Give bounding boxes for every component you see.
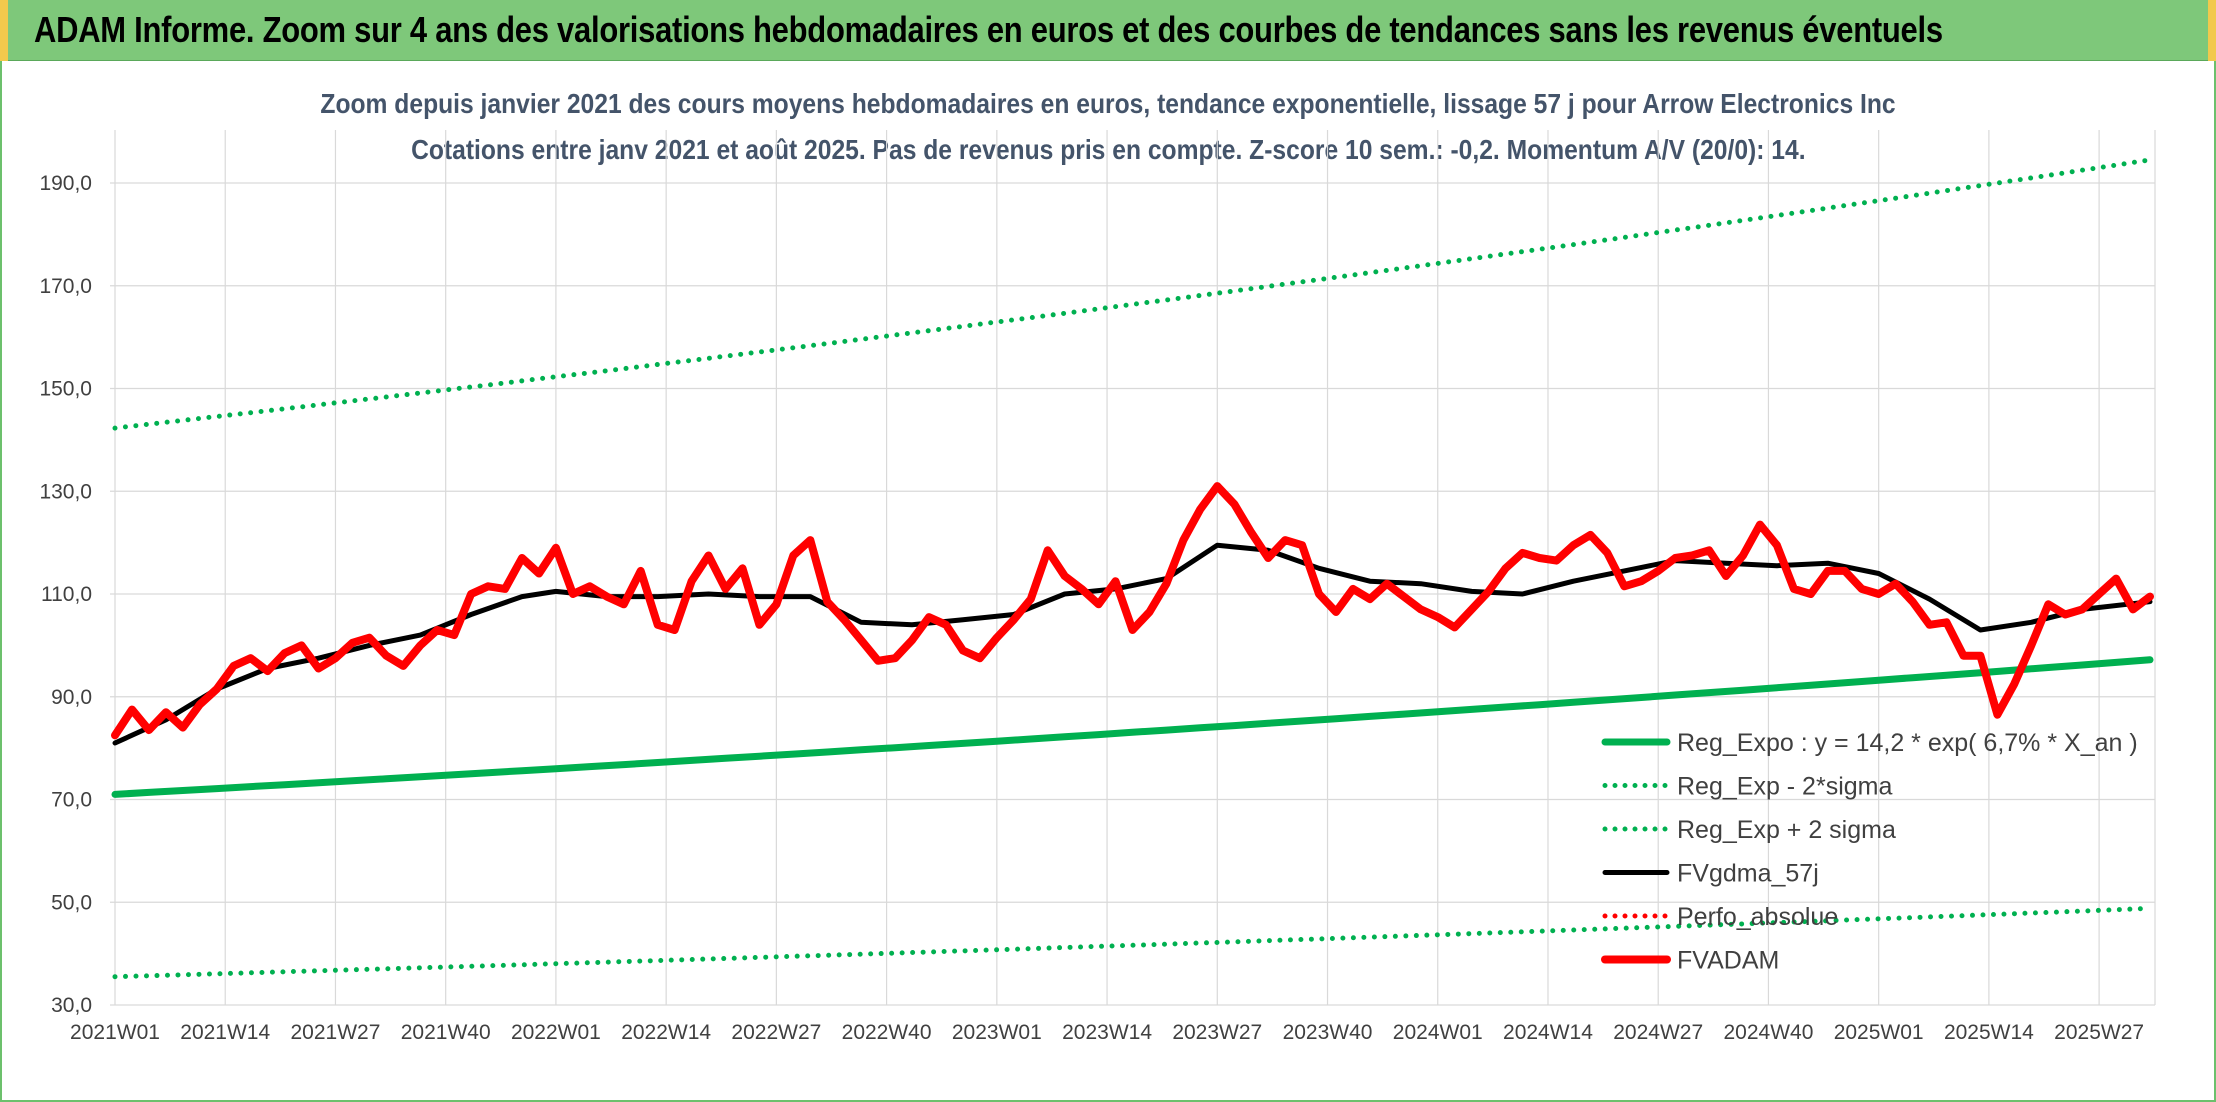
chart-subtitle-text: Cotations entre janv 2021 et août 2025. … (410, 134, 1806, 165)
x-tick-label: 2024W14 (1503, 1021, 1593, 1044)
y-tick-label: 90,0 (51, 686, 92, 709)
legend-label: Reg_Exp - 2*sigma (1677, 773, 1892, 801)
header-right-accent (2208, 0, 2216, 61)
x-tick-label: 2022W14 (621, 1021, 711, 1044)
x-tick-label: 2024W01 (1393, 1021, 1483, 1044)
x-tick-label: 2022W27 (731, 1021, 821, 1044)
x-tick-label: 2025W01 (1834, 1021, 1924, 1044)
legend-label: FVADAM (1677, 947, 1779, 975)
y-tick-label: 50,0 (51, 891, 92, 914)
x-tick-label: 2022W01 (511, 1021, 601, 1044)
x-tick-label: 2021W40 (401, 1021, 491, 1044)
x-tick-label: 2023W40 (1283, 1021, 1373, 1044)
legend: Reg_Expo : y = 14,2 * exp( 6,7% * X_an )… (1601, 729, 2138, 975)
y-tick-label: 190,0 (39, 172, 92, 195)
y-tick-label: 170,0 (39, 275, 92, 298)
legend-label: Reg_Expo : y = 14,2 * exp( 6,7% * X_an ) (1677, 729, 2138, 757)
y-tick-label: 30,0 (51, 994, 92, 1017)
y-tick-label: 150,0 (39, 378, 92, 401)
x-tick-label: 2022W40 (842, 1021, 932, 1044)
series-line-fvadam (111, 482, 2154, 740)
series-group (111, 157, 2154, 980)
x-tick-label: 2023W14 (1062, 1021, 1152, 1044)
y-axis: 30,0 50,0 70,0 90,0 110,0 130,0 150,0 170,0 190,… (39, 172, 92, 1017)
x-tick-label: 2021W27 (291, 1021, 381, 1044)
legend-label: FVgdma_57j (1677, 860, 1819, 888)
chart-title-text: Zoom depuis janvier 2021 des cours moyen… (320, 88, 1896, 119)
chart-title: Zoom depuis janvier 2021 des cours moyen… (0, 88, 2216, 120)
x-axis: 2021W01 2021W14 2021W27 2021W40 2022W01 2022W… (70, 1021, 2144, 1044)
series-line-reg-exp (112, 157, 2153, 431)
series-line-reg-expo (111, 656, 2154, 798)
y-tick-label: 70,0 (51, 789, 92, 812)
y-tick-label: 110,0 (41, 583, 92, 606)
header-bar: ADAM Informe. Zoom sur 4 ans des valoris… (0, 0, 2216, 61)
x-tick-label: 2024W40 (1723, 1021, 1813, 1044)
y-tick-label: 130,0 (39, 480, 92, 503)
legend-label: Reg_Exp + 2 sigma (1677, 816, 1896, 844)
x-tick-label: 2023W27 (1172, 1021, 1262, 1044)
grid-lines (110, 130, 2156, 1006)
chart-subtitle: Cotations entre janv 2021 et août 2025. … (0, 134, 2216, 166)
x-tick-label: 2021W14 (180, 1021, 270, 1044)
x-tick-label: 2025W14 (1944, 1021, 2034, 1044)
x-tick-label: 2023W01 (952, 1021, 1042, 1044)
legend-label: Perfo_absolue (1677, 903, 1838, 931)
x-tick-label: 2024W27 (1613, 1021, 1703, 1044)
series-line-reg-exp (112, 905, 2153, 980)
x-tick-label: 2021W01 (70, 1021, 160, 1044)
header-left-accent (0, 0, 8, 61)
x-tick-label: 2025W27 (2054, 1021, 2144, 1044)
page-title: ADAM Informe. Zoom sur 4 ans des valoris… (34, 9, 1943, 50)
